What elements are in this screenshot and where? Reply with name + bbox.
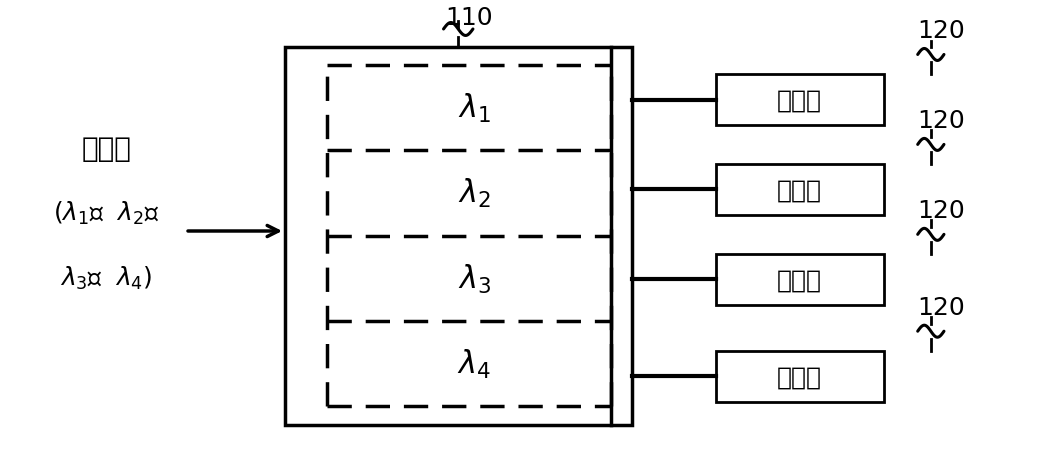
Text: $\lambda_{1}$: $\lambda_{1}$	[458, 92, 491, 125]
Text: $\lambda_{3}$: $\lambda_{3}$	[458, 262, 491, 295]
Bar	[716, 351, 883, 402]
Text: 110: 110	[445, 6, 493, 30]
Bar	[285, 47, 632, 425]
Bar	[716, 165, 883, 215]
Text: $(\lambda_{1}$、  $\lambda_{2}$、: $(\lambda_{1}$、 $\lambda_{2}$、	[54, 200, 160, 227]
Text: 120: 120	[917, 199, 966, 223]
Text: 探测器: 探测器	[777, 364, 822, 388]
Text: 120: 120	[917, 295, 966, 319]
Text: 探测器: 探测器	[777, 88, 822, 113]
Bar	[716, 75, 883, 125]
Text: 120: 120	[917, 19, 966, 43]
Text: 探测器: 探测器	[777, 178, 822, 202]
Text: $\lambda_{3}$、  $\lambda_{4})$: $\lambda_{3}$、 $\lambda_{4})$	[60, 264, 153, 291]
Text: 探测器: 探测器	[777, 268, 822, 292]
Text: $\lambda_{2}$: $\lambda_{2}$	[458, 177, 491, 210]
Text: 120: 120	[917, 109, 966, 133]
Text: $\lambda_{4}$: $\lambda_{4}$	[457, 347, 492, 380]
Text: 光信号: 光信号	[81, 135, 132, 163]
Bar	[716, 255, 883, 305]
